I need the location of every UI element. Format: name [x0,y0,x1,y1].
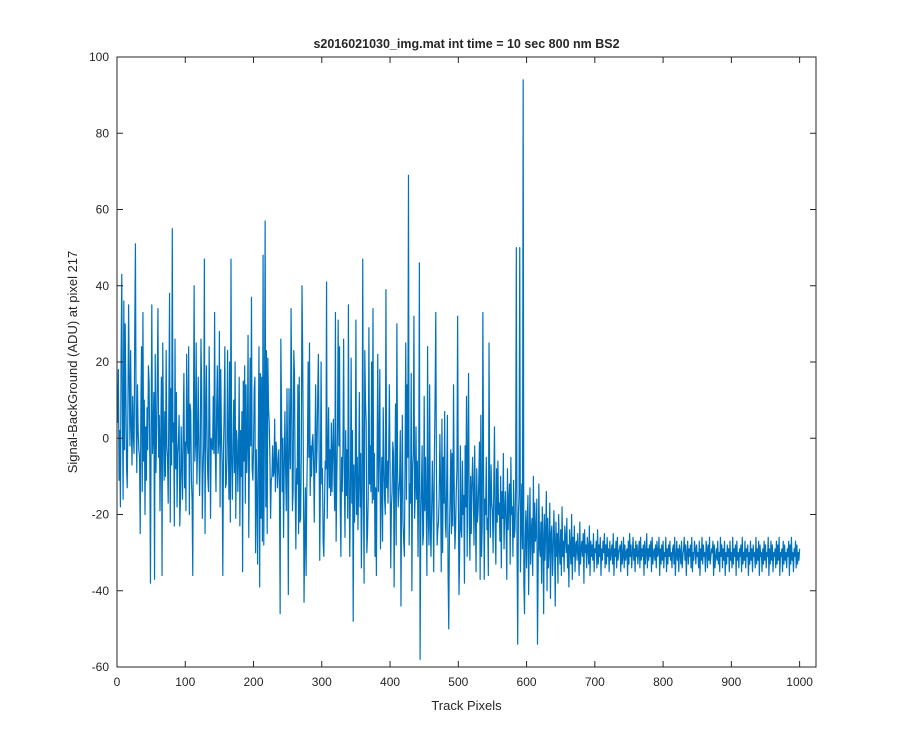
y-tick-label: 20 [96,355,110,369]
y-tick-label: 40 [96,279,110,293]
ticks-layer: 0 100 200 300 400 500 600 700 800 900 1000-60-40-2… [89,50,816,689]
x-tick-label: 100 [175,675,195,689]
y-tick-label: 0 [102,431,109,445]
y-tick-label: 80 [96,126,110,140]
x-tick-label: 300 [312,675,332,689]
x-tick-label: 1000 [786,675,813,689]
x-tick-label: 600 [517,675,537,689]
x-axis-label: Track Pixels [431,698,502,713]
x-tick-label: 400 [380,675,400,689]
chart-title: s2016021030_img.mat int time = 10 sec 80… [313,37,619,51]
y-tick-label: -60 [92,660,110,674]
x-tick-label: 800 [653,675,673,689]
x-tick-label: 0 [114,675,121,689]
plot-area [117,57,816,667]
series-layer [117,79,801,660]
x-tick-label: 200 [244,675,264,689]
y-tick-label: -20 [92,508,110,522]
x-tick-label: 500 [448,675,468,689]
y-tick-label: -40 [92,584,110,598]
x-tick-label: 700 [585,675,605,689]
y-tick-label: 100 [89,50,109,64]
y-tick-label: 60 [96,203,110,217]
y-axis-label: Signal-BackGround (ADU) at pixel 217 [65,251,80,474]
series-line-1 [117,79,801,660]
x-tick-label: 900 [721,675,741,689]
